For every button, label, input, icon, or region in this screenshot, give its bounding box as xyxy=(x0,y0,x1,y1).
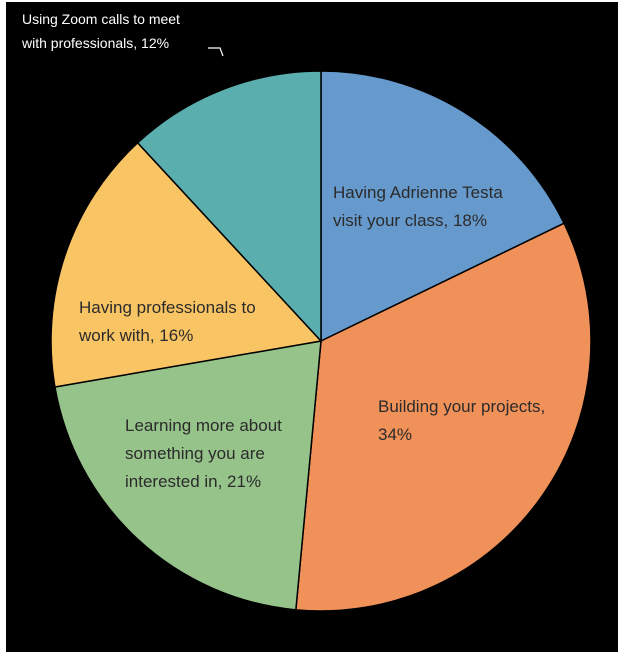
slice-label-5: Using Zoom calls to meet with professiona… xyxy=(21,11,180,51)
slice-label-line: Learning more about xyxy=(125,416,282,435)
slice-label-2: Building your projects, 34% xyxy=(378,397,545,444)
pie-slice-3 xyxy=(54,340,322,611)
slice-label-4: Having professionals to work with, 16% xyxy=(78,298,256,345)
slice-label-line: 34% xyxy=(378,425,412,444)
slice-label-line: Having Adrienne Testa xyxy=(333,183,503,202)
pie-labels: Having Adrienne Testa visit your class, 1… xyxy=(21,11,545,491)
pie-slices xyxy=(50,70,592,612)
slice-label-line: Using Zoom calls to meet xyxy=(22,11,180,27)
slice-label-line: visit your class, 18% xyxy=(333,211,487,230)
slice-label-line: with professionals, 12% xyxy=(21,35,169,51)
slice-label-line: Building your projects, xyxy=(378,397,545,416)
slice-label-line: Having professionals to xyxy=(79,298,256,317)
slice-label-1: Having Adrienne Testa visit your class, 1… xyxy=(333,183,503,230)
slice-label-line: work with, 16% xyxy=(78,326,193,345)
slice-label-line: something you are xyxy=(125,444,265,463)
pie-slice-1 xyxy=(320,70,566,343)
pie-slice-2 xyxy=(295,222,592,612)
pie-slice-4 xyxy=(50,141,323,388)
slice-label-3: Learning more about something you are inte… xyxy=(125,416,282,491)
leader-line xyxy=(208,47,224,57)
pie-slice-5 xyxy=(136,70,322,343)
slice-label-line: interested in, 21% xyxy=(125,472,261,491)
